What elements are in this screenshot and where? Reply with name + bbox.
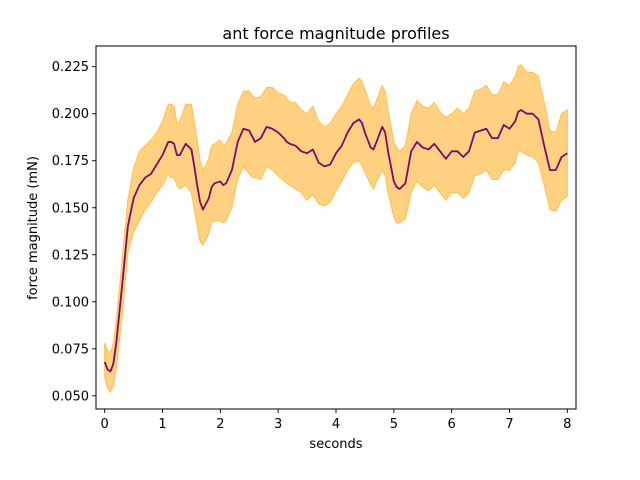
y-axis-label: force magnitude (mN): [26, 156, 41, 300]
y-tick-label: 0.175: [52, 154, 89, 169]
y-tick-label: 0.050: [52, 389, 89, 404]
series-line: [103, 109, 568, 373]
y-tick-label: 0.200: [52, 107, 89, 122]
y-tick-label: 0.225: [52, 60, 89, 75]
x-tick-label: 1: [158, 417, 166, 432]
y-axis: 0.050 0.075 0.100 0.125 0.150 0.175 0.200 0.225: [52, 60, 96, 404]
x-tick-label: 0: [101, 417, 109, 432]
x-axis: 0 1 2 3 4 5 6 7 8: [101, 409, 571, 432]
x-axis-label: seconds: [309, 437, 362, 452]
plot-area: [95, 45, 577, 410]
chart-title: ant force magnitude profiles: [222, 24, 449, 43]
x-tick-label: 2: [216, 417, 224, 432]
x-tick-label: 3: [274, 417, 282, 432]
x-tick-label: 4: [332, 417, 340, 432]
x-tick-label: 7: [505, 417, 513, 432]
y-tick-label: 0.150: [52, 201, 89, 216]
x-tick-label: 8: [563, 417, 571, 432]
x-tick-label: 5: [390, 417, 398, 432]
x-tick-label: 6: [448, 417, 456, 432]
y-tick-label: 0.100: [52, 295, 89, 310]
confidence-band: [104, 64, 568, 394]
y-tick-label: 0.125: [52, 248, 89, 263]
y-tick-label: 0.075: [52, 342, 89, 357]
